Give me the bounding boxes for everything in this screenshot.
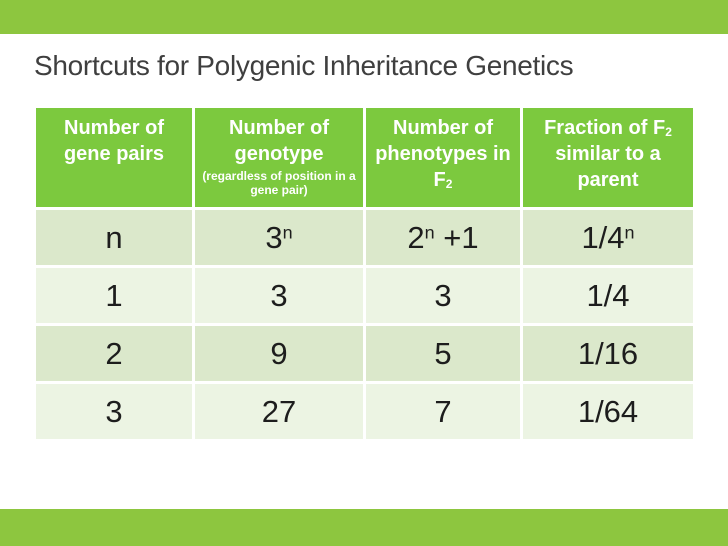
header-cell-2: Number of genotype (regardless of position… [195, 108, 363, 207]
table-cell-r3-c3: 5 [366, 326, 520, 381]
superscript: n [624, 222, 635, 243]
header-cell-1: Number of gene pairs [36, 108, 192, 207]
table-cell-r4-c3: 7 [366, 384, 520, 439]
superscript: n [424, 222, 435, 243]
table-cell-r3-c4: 1/16 [523, 326, 693, 381]
text-segment: gene pairs [63, 143, 165, 165]
subscript: 2 [445, 177, 453, 192]
text-segment: phenotypes in [375, 143, 511, 165]
table-cell-r2-c4: 1/4 [523, 268, 693, 323]
table-cell-r1-c1: n [36, 210, 192, 265]
text-segment: 5 [434, 336, 452, 371]
header-cell-3: Number of phenotypes in F2 [366, 108, 520, 207]
table-cell-r3-c1: 2 [36, 326, 192, 381]
text-segment: 1/4 [581, 220, 625, 255]
table-cell-r3-c2: 9 [195, 326, 363, 381]
text-segment: genotype [234, 143, 324, 165]
table-cell-r1-c3: 2n +1 [366, 210, 520, 265]
text-segment: 3 [434, 278, 452, 313]
text-segment: Fraction of [544, 117, 653, 139]
header-note: (regardless of position in a gene pair) [202, 169, 356, 197]
text-segment: F [433, 169, 446, 191]
table-cell-r4-c4: 1/64 [523, 384, 693, 439]
text-segment: 1/64 [577, 394, 639, 429]
genetics-table: Number of gene pairs Number of genotype (reg… [36, 108, 693, 439]
text-segment: Number of [393, 117, 493, 139]
text-segment: 2 [105, 336, 123, 371]
text-segment: 1 [105, 278, 123, 313]
table-cell-r2-c3: 3 [366, 268, 520, 323]
text-segment: n [105, 220, 123, 255]
text-segment: 3 [270, 278, 288, 313]
text-segment: +1 [434, 220, 479, 255]
text-segment: 3 [265, 220, 283, 255]
table-cell-r1-c2: 3n [195, 210, 363, 265]
superscript: n [282, 222, 293, 243]
table-cell-r4-c1: 3 [36, 384, 192, 439]
slide-title: Shortcuts for Polygenic Inheritance Gene… [34, 50, 574, 81]
subscript: 2 [665, 125, 672, 140]
text-segment: Number of [64, 117, 164, 139]
text-segment: 2 [407, 220, 425, 255]
text-segment: Number of [229, 117, 329, 139]
table-cell-r4-c2: 27 [195, 384, 363, 439]
text-segment: 27 [261, 394, 297, 429]
text-segment: 9 [270, 336, 288, 371]
text-segment: 3 [105, 394, 123, 429]
bottom-green-bar [0, 509, 728, 546]
text-segment: 1/4 [586, 278, 630, 313]
table-cell-r2-c1: 1 [36, 268, 192, 323]
top-green-bar [0, 0, 728, 34]
table-cell-r2-c2: 3 [195, 268, 363, 323]
text-segment: parent [577, 169, 639, 191]
header-cell-4: Fraction of F2 similar to a parent [523, 108, 693, 207]
text-segment: 1/16 [577, 336, 639, 371]
text-segment: similar to a [555, 143, 661, 165]
text-segment: 7 [434, 394, 452, 429]
text-segment: F [652, 117, 666, 139]
table-cell-r1-c4: 1/4n [523, 210, 693, 265]
